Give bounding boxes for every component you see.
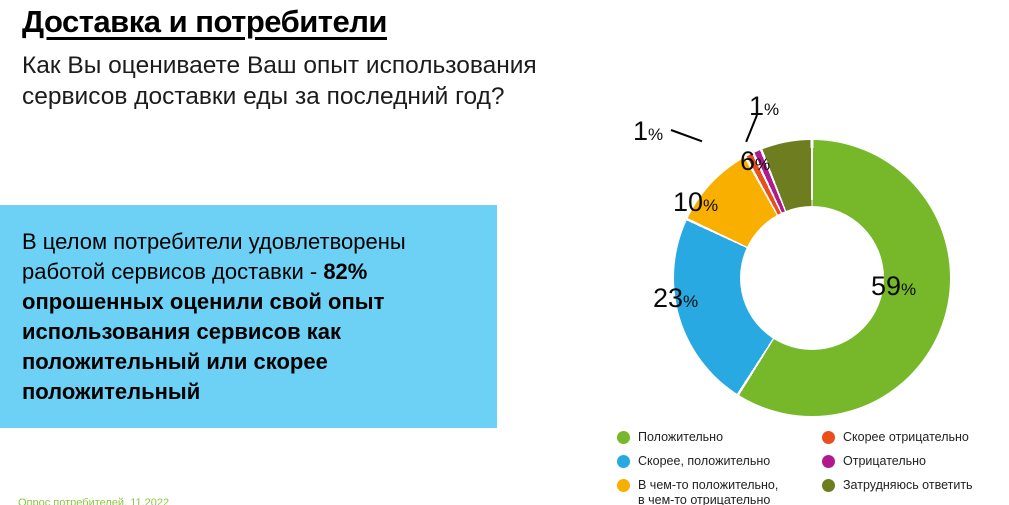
legend-swatch-negative [822,455,835,468]
legend-label: Положительно [638,430,724,444]
legend-item-rather-positive: Скорее, положительно [617,454,778,469]
legend-label: Затрудняюсь ответить [843,478,973,492]
page-subtitle: Как Вы оцениваете Ваш опыт использования… [22,52,537,110]
slice-value: 1 [749,91,765,121]
callout-regular-text: В целом потребители удовлетворены работо… [22,229,406,284]
percent-sign: % [683,292,699,311]
legend-swatch-rather-positive [617,455,630,468]
donut-hole [740,206,884,350]
source-note: Опрос потребителей, 11.2022 [18,497,170,505]
legend-item-mixed: В чем-то положительно, в чем-то отрицате… [617,478,778,505]
legend-item-undecided: Затрудняюсь ответить [822,478,973,493]
legend-column-left: Положительно Скорее, положительно В чем-… [617,430,778,505]
callout-text: В целом потребители удовлетворены работо… [22,227,467,407]
slice-label-positive: 59% [871,271,916,302]
callout-bold-text: 82% опрошенных оценили свой опыт использ… [22,259,385,404]
legend-column-right: Скорее отрицательно Отрицательно Затрудн… [822,430,973,502]
legend-label: Скорее, положительно [638,454,771,468]
legend-item-rather-negative: Скорее отрицательно [822,430,973,445]
slice-label-negative: 1% [749,91,779,122]
legend-swatch-undecided [822,479,835,492]
percent-sign: % [755,155,771,174]
percent-sign: % [703,196,719,215]
slice-value: 1 [633,116,649,146]
legend-label: Отрицательно [843,454,927,468]
slice-value: 23 [653,283,684,313]
percent-sign: % [648,125,664,144]
slice-value: 6 [740,146,756,176]
page-title: Доставка и потребители [22,4,387,39]
slice-label-rather-positive: 23% [653,283,698,314]
legend-item-negative: Отрицательно [822,454,973,469]
legend-label: В чем-то положительно, в чем-то отрицате… [638,478,779,505]
slice-value: 10 [673,187,704,217]
slice-label-rather-negative: 1% [633,116,663,147]
percent-sign: % [764,100,780,119]
legend-swatch-positive [617,431,630,444]
legend-swatch-rather-negative [822,431,835,444]
slice-label-undecided: 6% [740,146,770,177]
leader-line-rather-negative [670,129,703,143]
legend-item-positive: Положительно [617,430,778,445]
legend-label: Скорее отрицательно [843,430,969,444]
slice-value: 59 [871,271,902,301]
legend-swatch-mixed [617,479,630,492]
percent-sign: % [901,280,917,299]
callout-box: В целом потребители удовлетворены работо… [0,205,497,428]
slice-label-mixed: 10% [673,187,718,218]
